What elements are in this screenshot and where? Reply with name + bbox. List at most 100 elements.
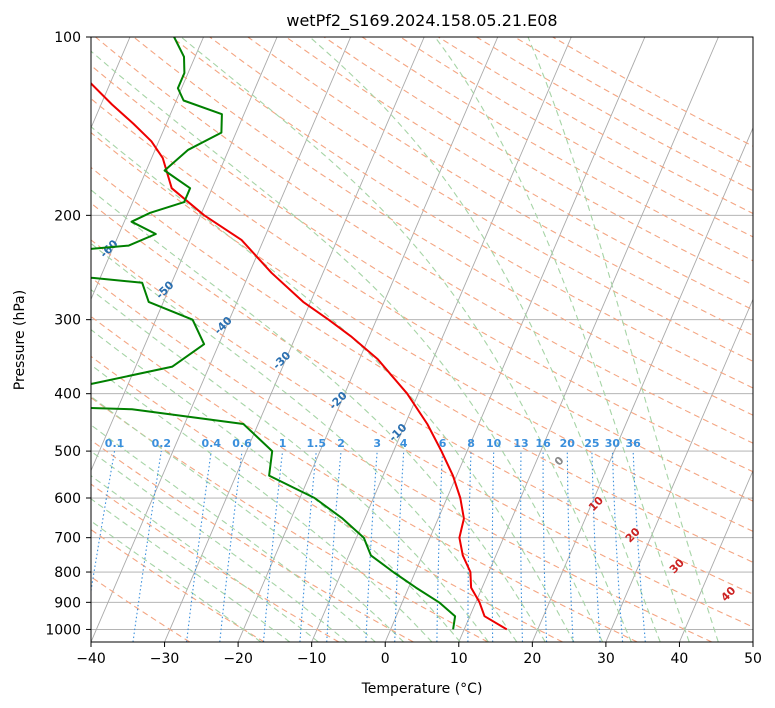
- mixing-ratio-line: [132, 451, 162, 642]
- plot-frame: [90, 36, 754, 643]
- x-tick-label: −10: [297, 651, 327, 667]
- dry-adiabat-line: [171, 37, 753, 389]
- moist-adiabat-line: [91, 475, 319, 642]
- y-tick-label: 300: [54, 313, 81, 329]
- dry-adiabat-line: [285, 37, 753, 311]
- isotherm-line: [605, 298, 753, 642]
- dewpoint-line: [91, 37, 457, 630]
- x-tick-label: −30: [150, 651, 180, 667]
- y-tick-label: 800: [54, 565, 81, 581]
- isotherm-line: [458, 37, 719, 642]
- moist-adiabat-line: [91, 424, 376, 642]
- moist-adiabat-line: [91, 126, 575, 642]
- chart-title: wetPf2_S169.2024.158.05.21.E08: [286, 11, 557, 31]
- moist-adiabat-line: [434, 37, 690, 642]
- x-axis-label: Temperature (°C): [361, 681, 483, 697]
- x-tick-label: 30: [597, 651, 615, 667]
- mixing-ratio-label: 1: [279, 437, 287, 450]
- mixing-ratio-line: [299, 451, 317, 642]
- moist-adiabat-label: 10: [586, 494, 606, 514]
- mixing-ratio-line: [219, 451, 243, 642]
- mixing-ratio-label: 8: [467, 437, 475, 450]
- mixing-ratio-line: [611, 451, 624, 642]
- profile-series: [91, 37, 508, 631]
- moist-adiabat-label: 0: [552, 454, 567, 469]
- dry-adiabat-line: [91, 396, 489, 642]
- isotherm-line: [679, 469, 753, 642]
- mixing-ratio-line: [566, 451, 574, 642]
- dry-adiabat-line: [91, 97, 753, 502]
- mixing-ratio-label: 3: [373, 437, 381, 450]
- isotherm-line: [91, 37, 204, 301]
- y-axis-label: Pressure (hPa): [12, 290, 28, 390]
- dry-adiabat-line: [323, 37, 753, 286]
- mixing-ratio-line: [520, 451, 524, 642]
- dry-adiabat-label: -30: [270, 349, 293, 372]
- mixing-ratio-line: [436, 451, 444, 642]
- y-tick-label: 600: [54, 491, 81, 507]
- dry-adiabat-line: [91, 202, 753, 595]
- mixing-ratio-line: [491, 451, 495, 642]
- y-tick-label: 400: [54, 387, 81, 403]
- moist-adiabat-line: [91, 498, 291, 642]
- dry-adiabat-line: [91, 528, 265, 642]
- mixing-ratio-label: 0.6: [232, 437, 252, 450]
- isotherm-line: [237, 37, 499, 642]
- moist-adiabat-line: [91, 329, 461, 642]
- isotherm-line: [752, 640, 753, 642]
- isotherm-line: [0, 37, 56, 642]
- moist-adiabat-label: 20: [623, 525, 643, 545]
- moist-adiabat-line: [91, 242, 518, 642]
- x-tick-label: −40: [76, 651, 106, 667]
- mixing-ratio-label: 16: [535, 437, 551, 450]
- dry-adiabat-line: [91, 355, 563, 642]
- dry-adiabat-line: [247, 37, 753, 336]
- y-tick-label: 900: [54, 595, 81, 611]
- moist-adiabat-line: [91, 364, 433, 642]
- isotherm-line: [164, 37, 425, 642]
- mixing-ratio-label: 6: [439, 437, 447, 450]
- dry-adiabat-label: -80: [0, 127, 21, 150]
- mixing-ratio-label: 10: [486, 437, 502, 450]
- x-tick-label: 20: [523, 651, 541, 667]
- temperature-line: [91, 82, 508, 631]
- dry-adiabat-line: [91, 239, 753, 628]
- moist-adiabat-line: [309, 37, 661, 642]
- dry-adiabat-line: [95, 37, 753, 444]
- dry-adiabat-line: [91, 439, 414, 642]
- mixing-ratio-label: 25: [584, 437, 599, 450]
- mixing-ratio-label: 13: [513, 437, 528, 450]
- mixing-ratio-line: [632, 451, 646, 642]
- moist-adiabat-line: [91, 520, 262, 642]
- dry-adiabat-label: -50: [153, 278, 176, 301]
- isotherm-line: [91, 37, 352, 642]
- moist-adiabat-line: [527, 37, 719, 642]
- isotherm-line: [531, 126, 753, 642]
- moist-adiabat-line: [91, 50, 604, 642]
- x-tick-label: 40: [671, 651, 689, 667]
- mixing-ratio-label: 30: [605, 437, 621, 450]
- mixing-ratio-label: 2: [337, 437, 345, 450]
- y-tick-label: 1000: [45, 622, 81, 638]
- mixing-ratio-label: 1.5: [307, 437, 327, 450]
- mixing-ratio-label: 4: [400, 437, 408, 450]
- moist-adiabat-line: [91, 395, 404, 642]
- dry-adiabat-line: [552, 37, 753, 147]
- x-axis: −40 −30 −20 −10 0 10 20 30 40 50: [76, 642, 762, 667]
- dry-adiabat-line: [91, 166, 753, 563]
- moist-adiabat-line: [91, 288, 489, 642]
- x-tick-label: 0: [381, 651, 390, 667]
- x-tick-label: 50: [744, 651, 762, 667]
- dry-adiabat-line: [133, 37, 753, 416]
- x-tick-label: −20: [223, 651, 253, 667]
- x-tick-label: 10: [450, 651, 468, 667]
- dry-adiabat-line: [438, 37, 753, 215]
- mixing-ratio-line: [186, 451, 212, 642]
- isotherm-line: [384, 37, 646, 642]
- moist-adiabat-label: 30: [667, 556, 687, 576]
- y-tick-label: 200: [54, 208, 81, 224]
- mixing-ratio-line: [591, 451, 601, 642]
- y-tick-label: 500: [54, 444, 81, 460]
- mixing-ratio-label: 20: [560, 437, 576, 450]
